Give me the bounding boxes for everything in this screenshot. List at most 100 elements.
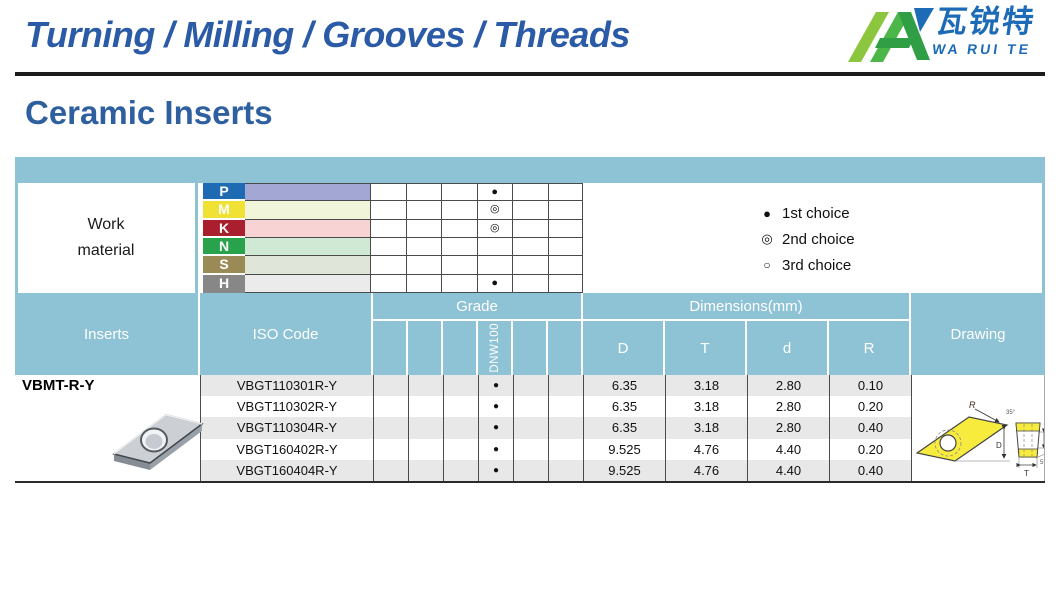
material-letter: M	[203, 201, 245, 220]
label-radius: R	[969, 400, 976, 410]
label-tip-angle: 35°	[1006, 410, 1016, 416]
dim-D-cell: 9.525	[583, 459, 665, 481]
material-letter: N	[203, 237, 245, 257]
section-top-band	[15, 157, 1045, 183]
page-header-title: Turning / Milling / Grooves / Threads	[25, 14, 630, 55]
table-body: VBGT110301R-Y ● 6.35 3.18 2.80 0.10 VBGT…	[15, 375, 1045, 483]
grade-grid-cell	[441, 183, 477, 202]
dim-D-cell: 6.35	[583, 417, 665, 439]
dim-R-cell: 0.40	[829, 459, 911, 481]
dim-R-cell: 0.40	[829, 417, 911, 439]
logo-latin-name: WA RUI TE	[931, 41, 1033, 57]
grade-grid-cell	[370, 274, 406, 293]
material-letter: S	[203, 256, 245, 275]
iso-code-cell: VBGT110304R-Y	[200, 417, 373, 439]
dim-T-cell: 3.18	[665, 396, 747, 418]
table-row: VBGT160404R-Y ● 9.525 4.76 4.40 0.40	[15, 459, 1045, 481]
column-header-D: D	[583, 321, 663, 375]
grade-choice-mark: ●	[478, 438, 513, 460]
drawing-hole	[939, 434, 957, 452]
material-bar	[245, 237, 370, 257]
material-choice-mark: ◎	[476, 219, 512, 238]
dim-D-cell: 9.525	[583, 438, 665, 460]
dim-d-cell: 2.80	[747, 396, 829, 418]
grade-grid-cell	[547, 219, 583, 238]
material-row-S: S	[203, 256, 583, 275]
legend-item-3rd: ○ 3rd choice	[757, 252, 855, 278]
dim-D-cell: 6.35	[583, 375, 665, 397]
grade-grid-cell	[405, 274, 441, 293]
grade-grid-cell	[405, 237, 441, 257]
material-choice-mark: ●	[476, 183, 512, 202]
column-header-drawing: Drawing	[911, 293, 1045, 375]
insert-series-name: VBMT-R-Y	[22, 377, 95, 394]
grade-grid-cell	[547, 183, 583, 202]
grade-choice-mark: ●	[478, 375, 513, 397]
material-row-M: M ◎	[203, 201, 583, 220]
grade-grid-cell	[441, 274, 477, 293]
drawing-insert-shape	[915, 416, 1009, 462]
work-material-label: Work material	[18, 183, 194, 293]
legend-label: 3rd choice	[782, 256, 852, 274]
grade-subcolumn	[548, 321, 581, 375]
grade-grid-cell	[405, 183, 441, 202]
company-logo: 瓦锐特 WA RUI TE	[838, 4, 1046, 70]
dim-R-cell: 0.10	[829, 375, 911, 397]
grade-grid-cell	[547, 201, 583, 220]
work-material-label-line1: Work	[87, 216, 125, 233]
grade-grid-cell	[370, 183, 406, 202]
dim-d-cell: 4.40	[747, 438, 829, 460]
column-header-grade: Grade	[373, 293, 581, 319]
iso-code-cell: VBGT160404R-Y	[200, 459, 373, 481]
column-header-T: T	[665, 321, 745, 375]
material-choice-mark	[476, 256, 512, 275]
legend-label: 2nd choice	[782, 230, 855, 248]
grade-grid-cell	[441, 256, 477, 275]
filled-dot-icon: ●	[763, 205, 771, 221]
empty-circle-icon: ○	[763, 258, 771, 272]
material-row-P: P ●	[203, 183, 583, 202]
table-row: VBGT110302R-Y ● 6.35 3.18 2.80 0.20	[15, 396, 1045, 418]
material-bar	[245, 183, 370, 202]
dim-T-cell: 4.76	[665, 459, 747, 481]
grade-subcolumn	[373, 321, 406, 375]
legend-label: 1st choice	[782, 204, 850, 222]
column-header-R: R	[829, 321, 909, 375]
material-letter: K	[203, 219, 245, 238]
iso-code-cell: VBGT110301R-Y	[200, 375, 373, 397]
logo-chinese-name: 瓦锐特	[933, 4, 1038, 39]
column-header-d: d	[747, 321, 827, 375]
grade-grid-cell	[512, 183, 548, 202]
grade-grid-cell	[441, 219, 477, 238]
material-row-H: H ●	[203, 274, 583, 293]
material-choice-mark	[476, 237, 512, 257]
section-divider-stripe	[195, 183, 198, 293]
header-divider	[15, 72, 1045, 76]
dim-R-cell: 0.20	[829, 438, 911, 460]
dim-R-cell: 0.20	[829, 396, 911, 418]
material-choice-mark: ◎	[476, 201, 512, 220]
technical-drawing: R 35° D d 5° T	[915, 400, 1044, 478]
grade-subcolumn-dnw100: DNW100	[478, 321, 511, 375]
grade-choice-mark: ●	[478, 396, 513, 418]
grade-grid-cell	[547, 274, 583, 293]
material-bar	[245, 274, 370, 293]
label-clearance-angle: 5°	[1040, 460, 1044, 466]
grade-grid-cell	[370, 237, 406, 257]
grade-choice-mark: ●	[478, 459, 513, 481]
table-row: VBGT160402R-Y ● 9.525 4.76 4.40 0.20	[15, 438, 1045, 460]
material-bar	[245, 201, 370, 220]
grade-grid-cell	[512, 237, 548, 257]
grade-grid-cell	[441, 201, 477, 220]
grade-subcolumn	[408, 321, 441, 375]
label-diameter: D	[996, 441, 1002, 450]
choice-legend: ● 1st choice ◎ 2nd choice ○ 3rd choice	[757, 200, 855, 278]
grade-grid-cell	[405, 219, 441, 238]
material-letter: P	[203, 183, 245, 202]
material-bar	[245, 219, 370, 238]
iso-code-cell: VBGT110302R-Y	[200, 396, 373, 418]
material-bar	[245, 256, 370, 275]
material-row-N: N	[203, 237, 583, 257]
section-left-stripe	[15, 183, 18, 293]
material-letter: H	[203, 274, 245, 293]
